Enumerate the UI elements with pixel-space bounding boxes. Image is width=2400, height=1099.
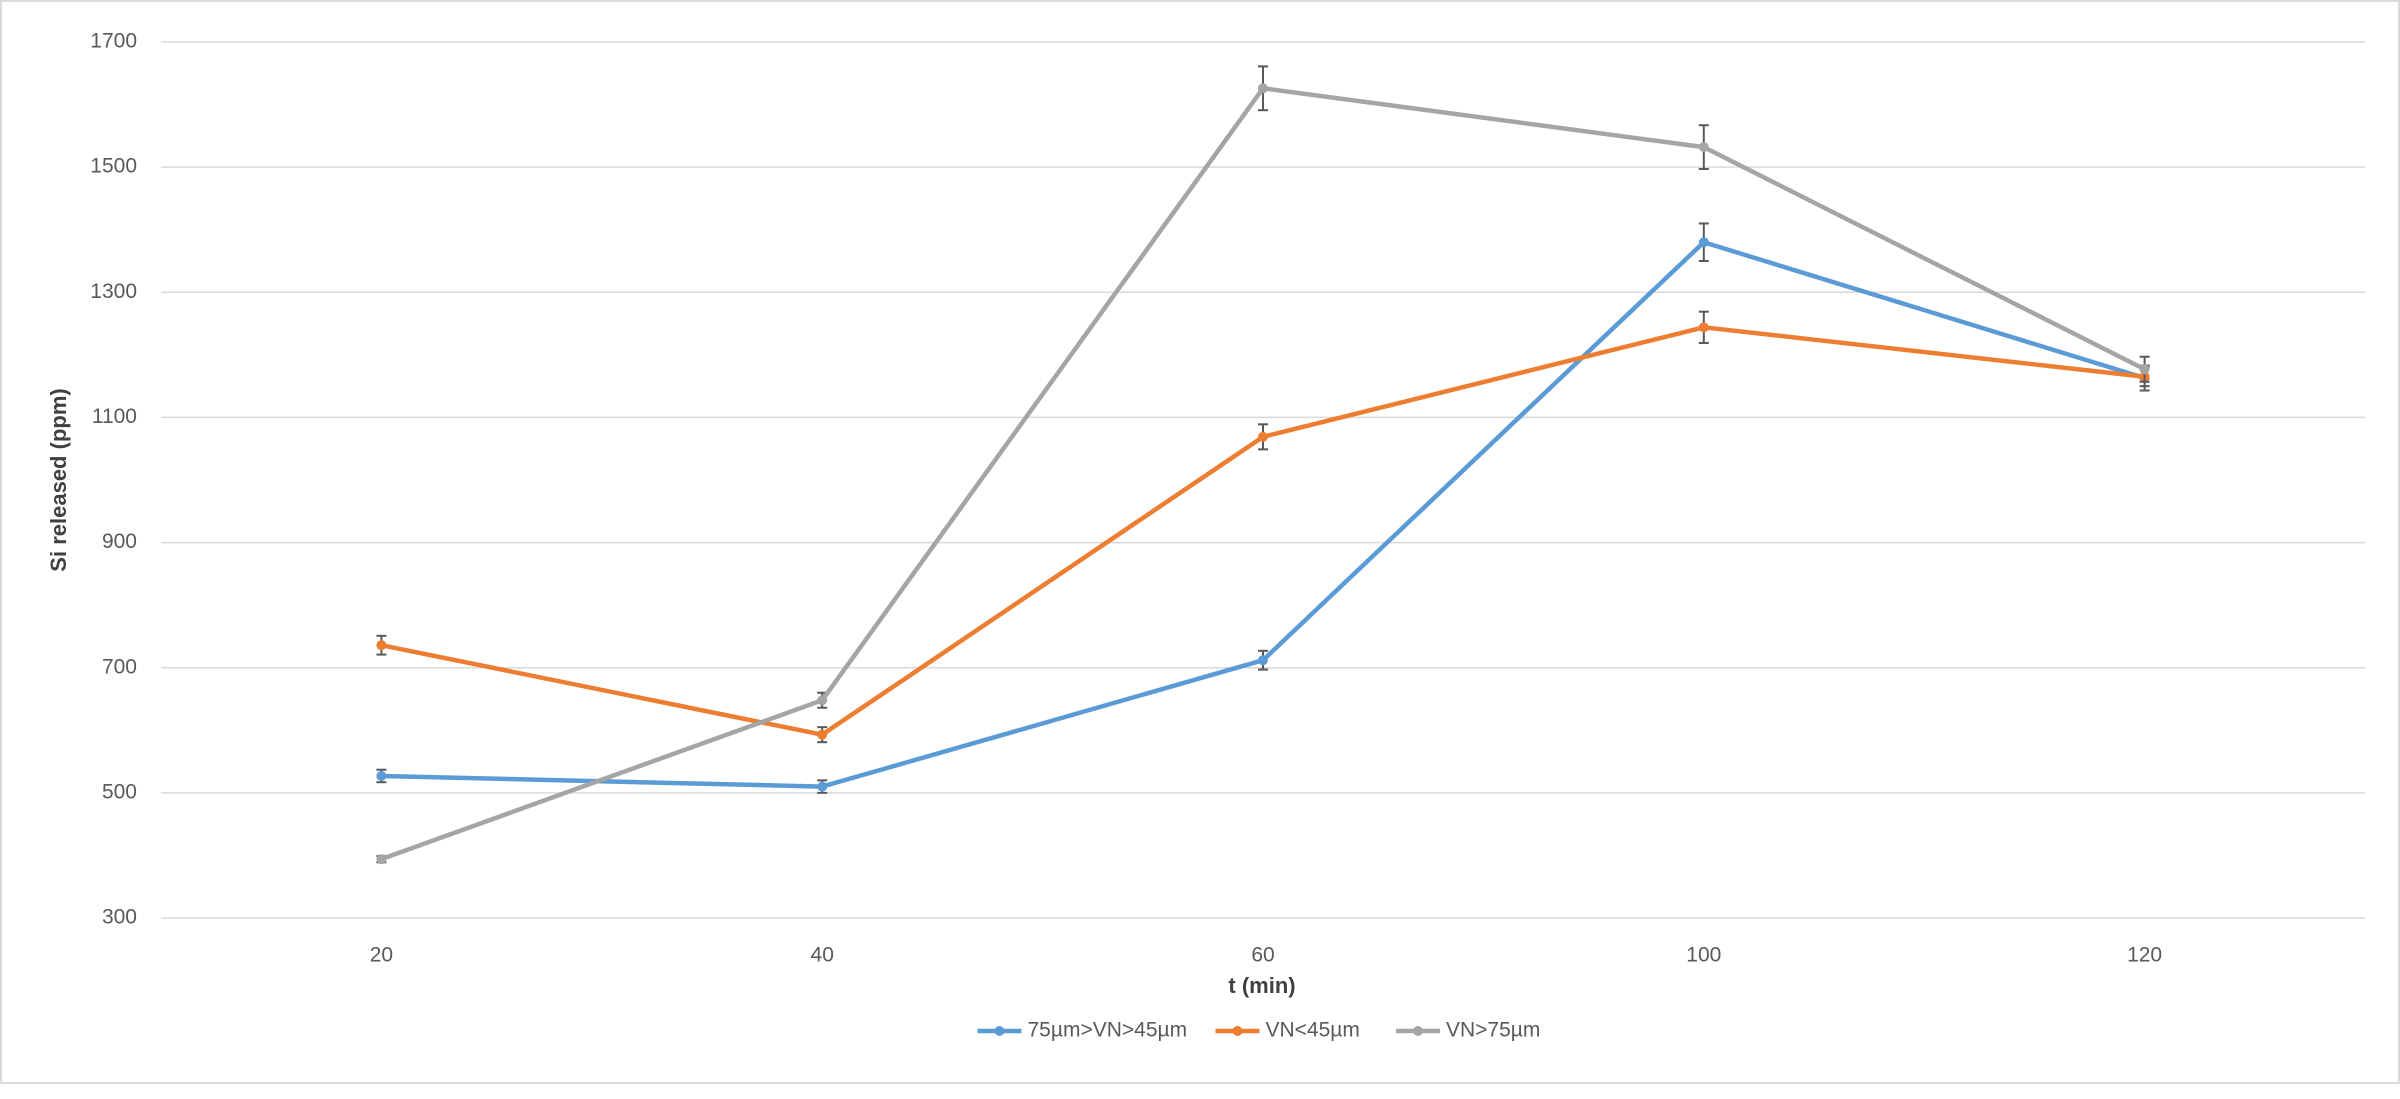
marker [1698, 322, 1709, 333]
y-tick-label: 1100 [92, 405, 137, 428]
y-tick-label: 300 [102, 906, 137, 929]
marker [817, 781, 828, 792]
marker [1698, 142, 1709, 153]
y-tick-label: 900 [102, 530, 137, 553]
x-tick-label: 120 [2127, 944, 2162, 967]
y-tick-label: 1700 [90, 30, 137, 53]
marker [1698, 237, 1709, 248]
x-axis-title: t (min) [1228, 973, 1295, 998]
marker [376, 770, 387, 781]
y-tick-label: 500 [102, 780, 137, 803]
legend-label: VN>75µm [1446, 1019, 1540, 1042]
marker [817, 695, 828, 706]
marker [1258, 83, 1268, 94]
y-tick-label: 1500 [90, 155, 137, 178]
marker [1258, 431, 1268, 442]
y-axis-title: Si released (ppm) [46, 388, 71, 571]
legend-label: VN<45µm [1266, 1019, 1360, 1042]
marker [376, 640, 387, 651]
legend-marker [1413, 1026, 1423, 1036]
legend-marker [1232, 1026, 1243, 1036]
marker [376, 854, 387, 865]
y-tick-label: 700 [102, 655, 137, 678]
marker [817, 729, 828, 740]
x-tick-label: 40 [811, 944, 834, 967]
marker [2139, 364, 2150, 375]
x-tick-label: 100 [1686, 944, 1721, 967]
marker [1258, 655, 1268, 666]
legend-marker [994, 1026, 1005, 1036]
x-tick-label: 60 [1251, 944, 1274, 967]
y-tick-label: 1300 [90, 280, 137, 303]
legend-label: 75µm>VN>45µm [1028, 1019, 1188, 1042]
x-tick-label: 20 [370, 944, 393, 967]
